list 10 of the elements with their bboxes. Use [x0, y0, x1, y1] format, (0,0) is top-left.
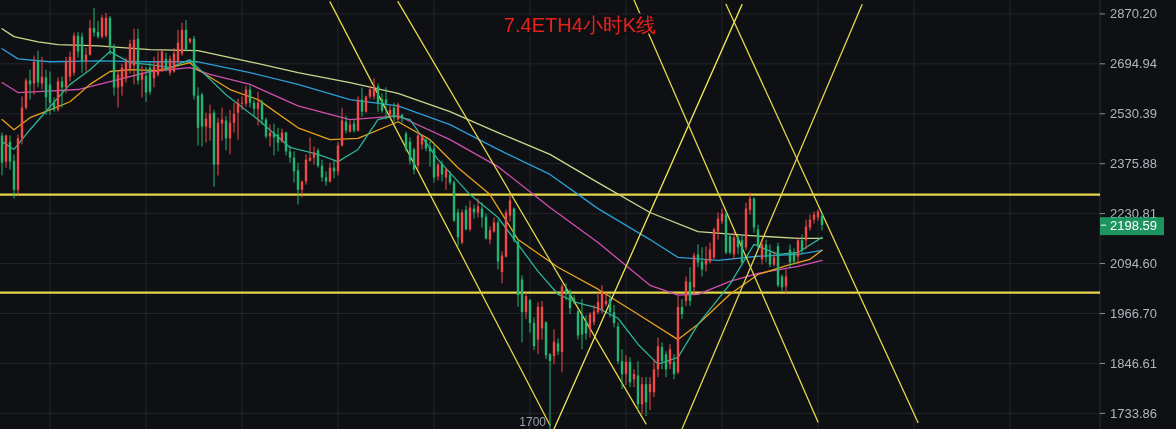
ytick: 2870.20: [1110, 6, 1157, 22]
ytick: 2094.60: [1110, 256, 1157, 272]
ytick: 1966.70: [1110, 306, 1157, 321]
annotation: 2198.59: [1110, 218, 1157, 234]
ytick: 2530.39: [1110, 106, 1157, 122]
ytick: 1846.61: [1110, 355, 1157, 371]
annotation: 1700: [519, 415, 546, 429]
ytick: 2375.88: [1110, 156, 1157, 172]
ytick: 2694.94: [1110, 56, 1157, 72]
ytick: 1733.86: [1110, 405, 1157, 421]
